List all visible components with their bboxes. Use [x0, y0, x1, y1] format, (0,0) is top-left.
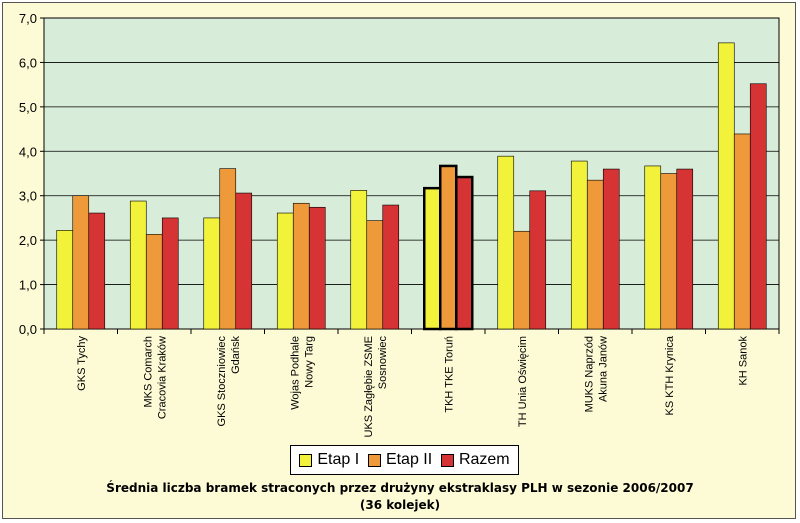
bar-etap-ii	[733, 133, 751, 330]
bar-razem	[602, 168, 620, 330]
bar-etap-i	[717, 42, 735, 330]
legend: Etap I Etap II Razem	[290, 445, 519, 475]
bar-etap-i	[423, 186, 442, 331]
legend-swatch-razem	[440, 453, 454, 467]
bar-razem	[455, 175, 474, 331]
bar-etap-ii	[586, 179, 604, 330]
x-category-label: MKS Comarch Cracovia Kraków	[142, 336, 168, 419]
y-tick-label: 7,0	[19, 11, 37, 26]
bar-etap-ii	[439, 164, 458, 331]
x-category-label: MUKS Naprzód Akuna Janów	[583, 336, 609, 412]
x-category-label: KS KTH Krynica	[664, 335, 676, 415]
y-tick-label: 0,0	[19, 322, 37, 337]
legend-item-razem: Razem	[440, 451, 510, 469]
x-category-label: GKS Stoczniowiec Gdańsk	[216, 336, 242, 427]
legend-swatch-etap-2	[367, 453, 381, 467]
x-category-label: Wojas Podhale Nowy Targ	[289, 336, 315, 410]
bar-razem	[308, 206, 326, 330]
bar-razem	[235, 192, 253, 330]
bar-razem	[749, 83, 767, 330]
bar-etap-i	[203, 217, 221, 330]
legend-label-etap-2: Etap II	[385, 451, 433, 468]
y-tick-label: 1,0	[19, 278, 37, 293]
bar-razem	[676, 168, 694, 330]
x-category-label: GKS Tychy	[76, 336, 88, 391]
y-tick-label: 5,0	[19, 100, 37, 115]
bar-etap-ii	[72, 195, 90, 330]
legend-label-etap-1: Etap I	[317, 451, 360, 468]
chart-title-block: Średnia liczba bramek straconych przez d…	[0, 480, 800, 514]
bar-razem	[88, 212, 106, 330]
bar-etap-i	[644, 165, 662, 330]
legend-swatch-etap-1	[299, 453, 313, 467]
bar-razem	[382, 204, 400, 330]
x-category-label: KH Sanok	[737, 336, 749, 386]
legend-label-razem: Razem	[458, 451, 510, 468]
bar-etap-i	[56, 230, 74, 330]
chart-title: Średnia liczba bramek straconych przez d…	[106, 481, 694, 495]
bar-etap-ii	[513, 230, 531, 330]
y-tick-label: 6,0	[19, 55, 37, 70]
bar-razem	[161, 217, 179, 330]
y-tick-label: 2,0	[19, 233, 37, 248]
y-tick-label: 4,0	[19, 144, 37, 159]
bar-etap-ii	[292, 202, 310, 330]
bar-etap-i	[350, 190, 368, 330]
bar-etap-i	[276, 212, 294, 330]
bar-etap-ii	[366, 220, 384, 330]
bar-etap-ii	[660, 173, 678, 330]
bar-etap-i	[129, 200, 147, 330]
x-category-label: UKS Zagłębie ZSME Sosnowiec	[363, 336, 389, 438]
legend-item-etap-1: Etap I	[299, 451, 359, 469]
bar-etap-i	[570, 160, 588, 330]
bar-etap-ii	[219, 168, 237, 330]
bar-etap-ii	[145, 234, 163, 330]
y-tick-label: 3,0	[19, 189, 37, 204]
chart-subtitle: (36 kolejek)	[359, 498, 441, 512]
x-category-label: TH Unia Oświęcim	[517, 336, 529, 427]
bar-razem	[529, 190, 547, 330]
legend-item-etap-2: Etap II	[367, 451, 433, 469]
bar-etap-i	[497, 155, 515, 330]
x-category-label: TKH TKE Toruń	[443, 336, 455, 413]
